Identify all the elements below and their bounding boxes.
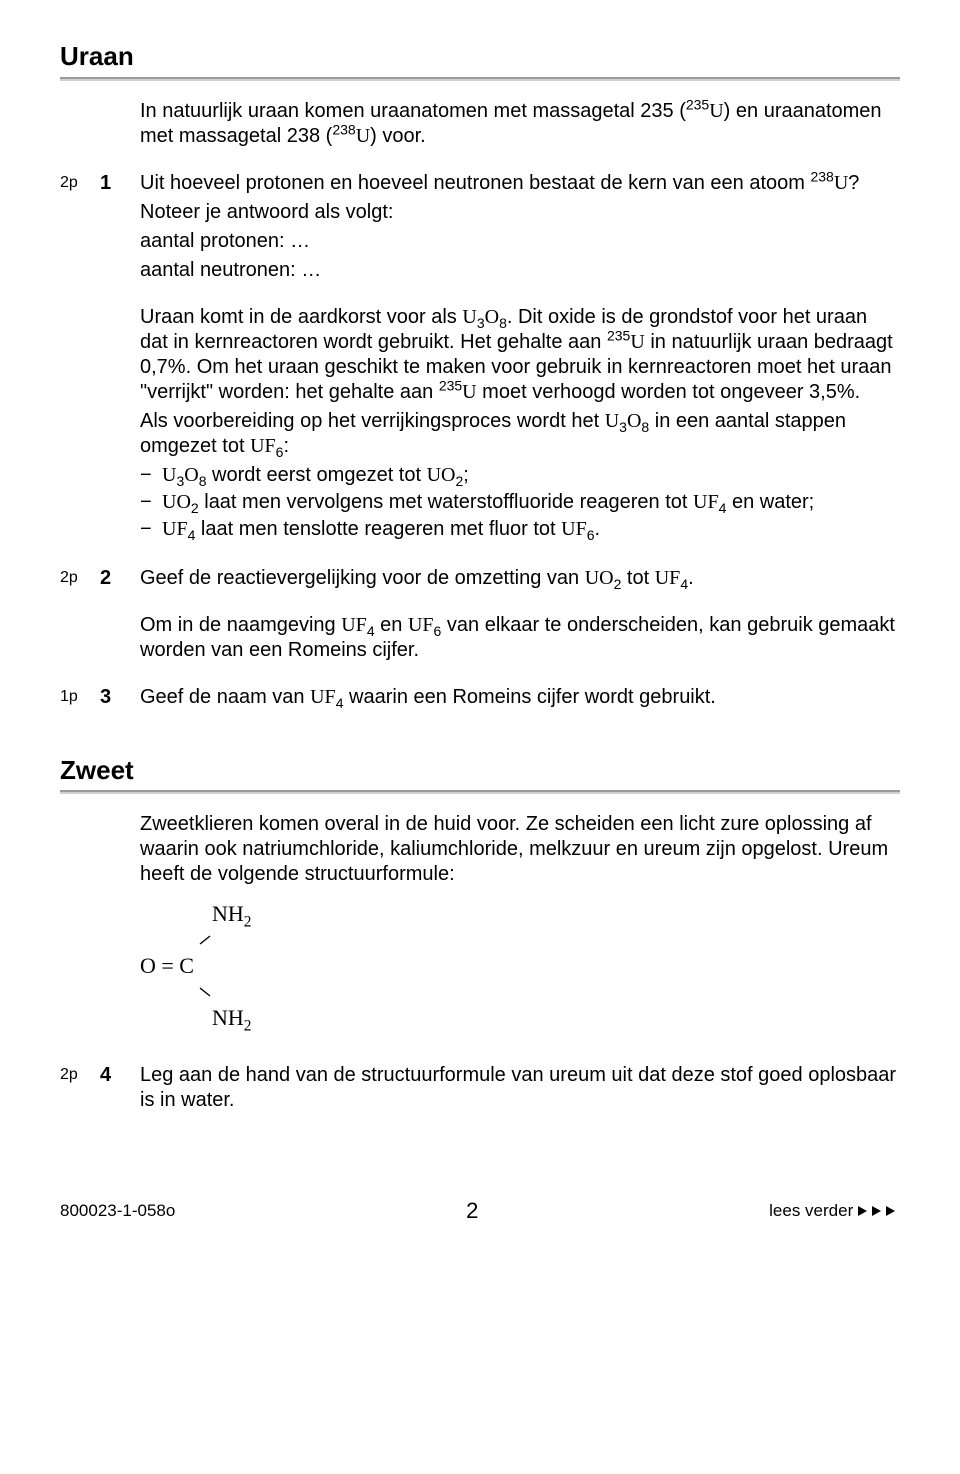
triangle-right-icon	[858, 1200, 900, 1221]
points-q2: 2p	[60, 566, 100, 595]
question-1: 2p 1 Uit hoeveel protonen en hoeveel neu…	[60, 171, 900, 287]
footer-continue: lees verder	[769, 1200, 900, 1221]
section-title-zweet: Zweet	[60, 754, 900, 787]
q1-note2: aantal protonen: …	[140, 229, 900, 254]
section-title-uraan: Uraan	[60, 40, 900, 73]
intro-text: In natuurlijk uraan komen uraanatomen me…	[140, 99, 900, 149]
page-footer: 800023-1-058o 2 lees verder	[60, 1197, 900, 1225]
intro-block-zweet: Zweetklieren komen overal in de huid voo…	[60, 812, 900, 1045]
points-q1: 2p	[60, 171, 100, 287]
list-item: UO2 laat men vervolgens met waterstofflu…	[162, 490, 900, 515]
struct-bot: NH2	[212, 1006, 251, 1030]
post2-text: Om in de naamgeving UF4 en UF6 van elkaa…	[140, 613, 900, 663]
section-rule	[60, 77, 900, 81]
struct-top: NH2	[212, 902, 251, 926]
mid-p2: Als voorbereiding op het verrijkingsproc…	[140, 409, 900, 459]
footer-page-number: 2	[466, 1197, 478, 1225]
qnum-q3: 3	[100, 685, 140, 714]
bond-line-icon	[198, 934, 212, 946]
question-2: 2p 2 Geef de reactievergelijking voor de…	[60, 566, 900, 595]
mid-p1: Uraan komt in de aardkorst voor als U3O8…	[140, 305, 900, 405]
ureum-structure: NH2 O = C NH2	[140, 901, 900, 1031]
points-q4: 2p	[60, 1063, 100, 1117]
question-3: 1p 3 Geef de naam van UF4 waarin een Rom…	[60, 685, 900, 714]
footer-code: 800023-1-058o	[60, 1200, 175, 1221]
list-item: U3O8 wordt eerst omgezet tot UO2;	[162, 463, 900, 488]
q3-stem: Geef de naam van UF4 waarin een Romeins …	[140, 685, 900, 710]
q1-stem: Uit hoeveel protonen en hoeveel neutrone…	[140, 171, 900, 196]
qnum-q2: 2	[100, 566, 140, 595]
post2-block: Om in de naamgeving UF4 en UF6 van elkaa…	[60, 613, 900, 667]
bond-line-icon	[198, 986, 212, 998]
mid-block: Uraan komt in de aardkorst voor als U3O8…	[60, 305, 900, 548]
struct-mid: O = C	[140, 954, 194, 978]
list-item: UF4 laat men tenslotte reageren met fluo…	[162, 517, 900, 542]
qnum-q4: 4	[100, 1063, 140, 1117]
question-4: 2p 4 Leg aan de hand van de structuurfor…	[60, 1063, 900, 1117]
q1-note3: aantal neutronen: …	[140, 258, 900, 283]
intro-block-uraan: In natuurlijk uraan komen uraanatomen me…	[60, 99, 900, 153]
q4-stem: Leg aan de hand van de structuurformule …	[140, 1063, 900, 1113]
conversion-steps: U3O8 wordt eerst omgezet tot UO2; UO2 la…	[140, 463, 900, 542]
q2-stem: Geef de reactievergelijking voor de omze…	[140, 566, 900, 591]
q1-note1: Noteer je antwoord als volgt:	[140, 200, 900, 225]
points-q3: 1p	[60, 685, 100, 714]
qnum-q1: 1	[100, 171, 140, 287]
zweet-intro: Zweetklieren komen overal in de huid voo…	[140, 812, 900, 887]
section-rule	[60, 790, 900, 794]
